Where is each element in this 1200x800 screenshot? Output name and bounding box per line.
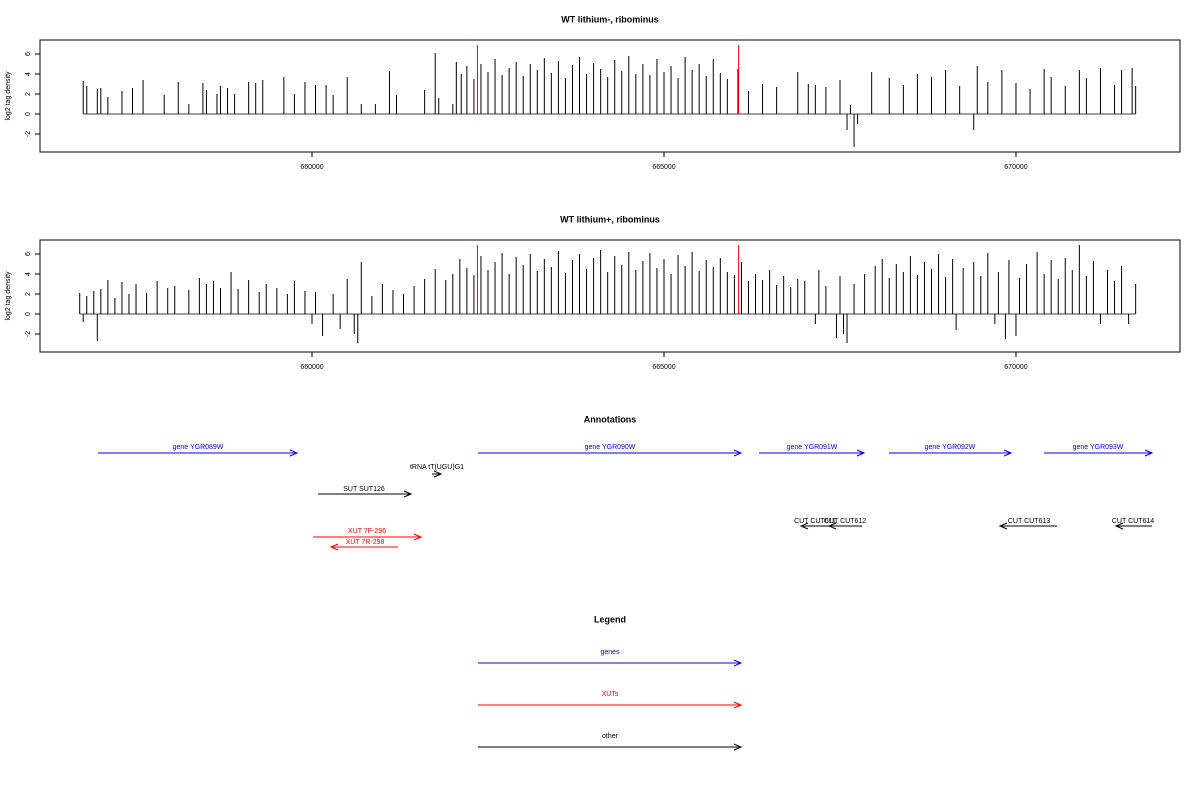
feature-arrow-head [799,522,809,530]
feature-arrow-head [413,533,423,541]
feature-label: tRNA tT(UGU)G1 [410,464,464,471]
y-axis-label: log2 tag density [5,271,12,321]
feature-label: CUT CUT613 [1008,518,1050,525]
y-tick-label: 6 [25,252,32,256]
feature-label: XUT 7R-298 [346,539,385,546]
feature-label: gene YGR093W [1073,444,1124,451]
chart-title: WT lithium-, ribominus [561,14,659,24]
feature-label: gene YGR090W [585,444,636,451]
feature-arrow-head [856,449,866,457]
chart-title: WT lithium+, ribominus [560,214,660,224]
feature-label: CUT CUT614 [1112,518,1154,525]
y-tick-label: 0 [25,312,32,316]
feature-label: SUT SUT126 [343,486,385,493]
feature-arrow-head [998,522,1008,530]
feature-label: CUT CUT612 [824,518,866,525]
y-tick-label: 0 [25,112,32,116]
y-tick-label: 4 [25,72,32,76]
feature-arrow-head [827,522,837,530]
y-tick-label: 2 [25,92,32,96]
x-tick-label: 670000 [1004,364,1027,371]
legend-arrow-head [733,743,743,751]
legend-label: genes [600,649,620,656]
feature-arrow-head [1114,522,1124,530]
legend-arrow-head [733,701,743,709]
feature-label: gene YGR091W [787,444,838,451]
feature-arrow-head [329,543,339,551]
feature-label: CUT CUT611 [794,518,836,525]
plot-frame [39,39,1181,153]
annotations-title: Annotations [584,414,637,424]
y-axis-label: log2 tag density [5,71,12,121]
x-tick-label: 665000 [652,164,675,171]
feature-label: gene YGR089W [173,444,224,451]
legend-label: XUTs [602,691,619,698]
y-tick-label: -2 [25,131,32,137]
y-tick-label: -2 [25,331,32,337]
feature-arrow-head [1144,449,1154,457]
legend-arrow-head [733,659,743,667]
feature-label: gene YGR092W [925,444,976,451]
feature-arrow-head [733,449,743,457]
feature-arrow-head [433,470,443,478]
x-tick-label: 670000 [1004,164,1027,171]
y-tick-label: 4 [25,272,32,276]
feature-arrow-head [1003,449,1013,457]
legend-label: other [602,733,619,740]
x-tick-label: 665000 [652,364,675,371]
feature-arrow-head [403,490,413,498]
y-tick-label: 2 [25,292,32,296]
x-tick-label: 660000 [300,164,323,171]
x-tick-label: 660000 [300,364,323,371]
legend-title: Legend [594,614,626,624]
feature-arrow-head [289,449,299,457]
feature-label: XUT 7F-296 [348,528,386,535]
y-tick-label: 6 [25,52,32,56]
plot-frame [39,239,1181,353]
